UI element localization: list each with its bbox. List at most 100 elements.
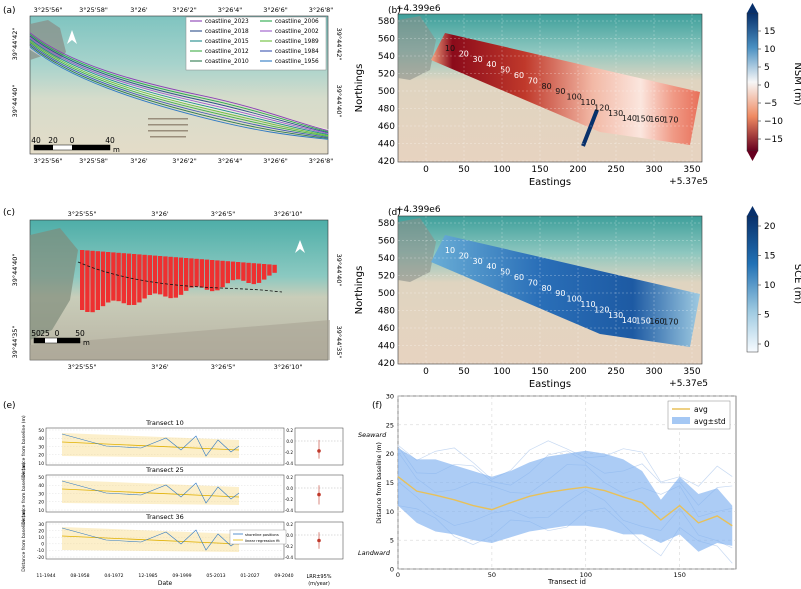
transect-bar (90, 250, 95, 313)
tick-label: 3°26'5" (211, 210, 236, 218)
scale-a-0: 40 (31, 136, 41, 145)
tick-label: 0.2 (286, 522, 293, 527)
tick-label: -0.4 (285, 461, 294, 466)
tick-label: 05-2013 (206, 573, 225, 579)
shoreline-positions (61, 527, 240, 551)
transect-bar (142, 254, 147, 299)
transect-label: 110 (580, 300, 595, 309)
tick-label: 3°26'5" (211, 363, 236, 371)
transect-label: 10 (445, 246, 455, 255)
legend-entry: coastline_1956 (275, 59, 319, 65)
tick-label: 300 (645, 367, 662, 377)
tick-label: 30 (38, 491, 44, 497)
panel-a: (a) coastline_2023 coastline_2006coastlin… (3, 6, 343, 165)
coastline-coastline_2006 (29, 34, 329, 133)
tick-label: 20 (38, 500, 44, 506)
transect-bar (173, 257, 178, 298)
legend-entry: coastline_1989 (275, 39, 319, 45)
tick-label: 0 (764, 81, 770, 91)
transect-label: 90 (555, 289, 565, 298)
tick-label: 250 (607, 165, 624, 175)
legend-e-0: shoreline positions (245, 533, 279, 537)
legend-entry: coastline_1984 (275, 49, 319, 55)
tick-label: 15 (764, 252, 775, 262)
regression-line (61, 488, 240, 498)
tick-label: 480 (378, 105, 395, 115)
coastline-coastline_1989 (29, 40, 329, 136)
tick-label: 3°26'8" (309, 6, 334, 14)
tick-label: 25 (386, 421, 394, 429)
tick-label: 3°25'55" (68, 363, 97, 371)
transect-label: 110 (580, 98, 595, 107)
transect-label: 20 (459, 49, 469, 58)
scale-c-1: 25 (40, 329, 50, 338)
coastline-coastline_2023 (29, 32, 329, 132)
legend-entry: coastline_2012 (205, 49, 249, 55)
transect-bar (132, 254, 137, 305)
tick-label: 20 (386, 450, 394, 458)
ylabel-f: Distance from baseline (m) (376, 442, 383, 524)
tick-label: 39°44'40" (335, 85, 343, 118)
tick-label: 100 (580, 571, 592, 579)
tick-label: 30 (38, 444, 44, 450)
transect-label: 150 (636, 115, 651, 124)
tick-label: 420 (378, 157, 395, 167)
colorbar-nsm-label: NSM (m) (792, 62, 801, 105)
legend-a (185, 16, 327, 71)
tick-label: 5 (390, 537, 394, 545)
tick-label: 3°25'56" (34, 157, 63, 165)
tick-label: -0.4 (285, 508, 294, 513)
tick-label: 300 (645, 165, 662, 175)
transect-bar (241, 262, 246, 281)
transect-label: 50 (500, 66, 510, 75)
tick-label: 20 (764, 222, 776, 232)
lrr-point (317, 492, 321, 497)
tick-label: 540 (378, 52, 395, 62)
transect-title: Transect 25 (145, 466, 184, 474)
transect-bar (111, 252, 116, 301)
tick-label: 3°26'6" (263, 6, 288, 14)
transect-label: 120 (594, 305, 609, 314)
axes-b: 0 50 100 150 200 250 300 350 580 560 540 520 500 480 4… (354, 14, 708, 188)
tick-label: 3°26'8" (309, 157, 334, 165)
scale-c-0: 50 (31, 329, 41, 338)
tick-label: 520 (378, 272, 395, 282)
tick-label: 30 (38, 522, 44, 528)
tick-label: 560 (378, 35, 395, 45)
north-arrow-a (67, 30, 77, 44)
transect-label: 40 (486, 262, 496, 271)
tick-label: 0.0 (286, 533, 293, 538)
transect-trace (397, 440, 733, 487)
transect-ylabel: Distance from baseline (m) (21, 462, 27, 525)
tick-label: 520 (378, 70, 395, 80)
transect-label: 50 (500, 268, 510, 277)
panel-label-f: (f) (372, 401, 382, 411)
transect-label: 40 (486, 60, 496, 69)
transect-label: 140 (622, 316, 637, 325)
legend-entry: coastline_2010 (205, 59, 249, 65)
tick-label: 500 (378, 87, 395, 97)
legend-entry: coastline_2018 (205, 29, 249, 35)
tick-label: 540 (378, 254, 395, 264)
transect-bar (147, 255, 152, 295)
transect-label: 90 (555, 87, 565, 96)
sce-band (431, 235, 700, 347)
nsm-band (431, 33, 700, 145)
dots-a (148, 118, 188, 138)
coastline-coastline_2010 (29, 45, 329, 139)
transect-label: 70 (528, 76, 538, 85)
tick-label: 0.0 (286, 486, 293, 491)
scale-c-unit: m (83, 339, 90, 347)
tick-label: 39°44'40" (11, 85, 19, 118)
transect-bar (256, 263, 262, 283)
tick-label: 0 (396, 571, 400, 579)
tick-label: 15 (764, 27, 775, 37)
transect-bars-c (80, 250, 277, 313)
tick-label: 5 (764, 311, 770, 321)
transect-bar (121, 253, 126, 304)
scale-c-2: 0 (55, 329, 60, 338)
transect-label: 30 (473, 257, 483, 266)
tick-label: 0.0 (286, 439, 293, 444)
